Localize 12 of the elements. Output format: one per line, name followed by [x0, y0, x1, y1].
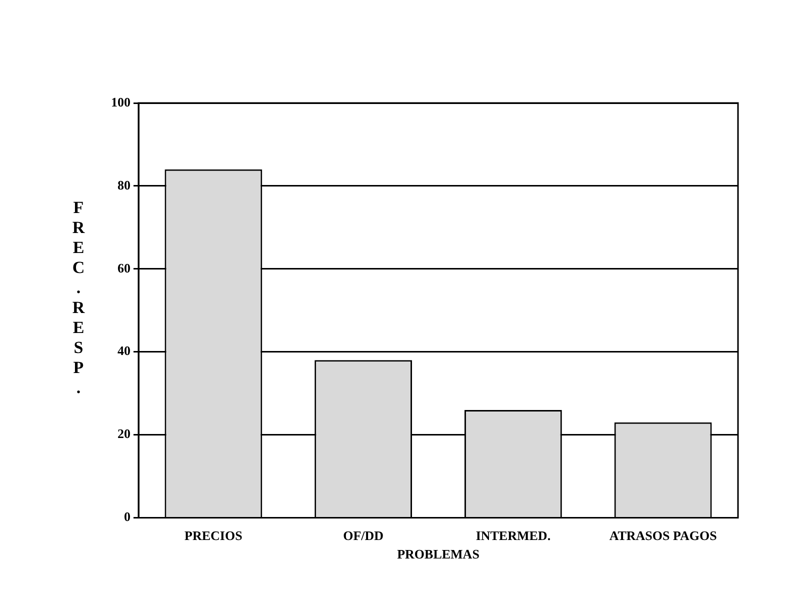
x-tick-label: PRECIOS — [184, 528, 242, 543]
y-tick-label: 100 — [111, 94, 130, 110]
y-tick-label: 40 — [118, 343, 130, 358]
y-tick-label: 60 — [118, 260, 130, 276]
x-tick-label: ATRASOS PAGOS — [609, 528, 717, 543]
y-tick-label: 0 — [124, 509, 130, 524]
x-tick-label: INTERMED. — [476, 528, 551, 543]
x-tick-label: OF/DD — [343, 528, 384, 543]
x-axis-title: PROBLEMAS — [397, 546, 480, 562]
y-axis-title: FREC.RESP. — [68, 198, 88, 398]
y-tick-label: 20 — [118, 426, 130, 442]
y-tick-label: 80 — [118, 177, 130, 192]
